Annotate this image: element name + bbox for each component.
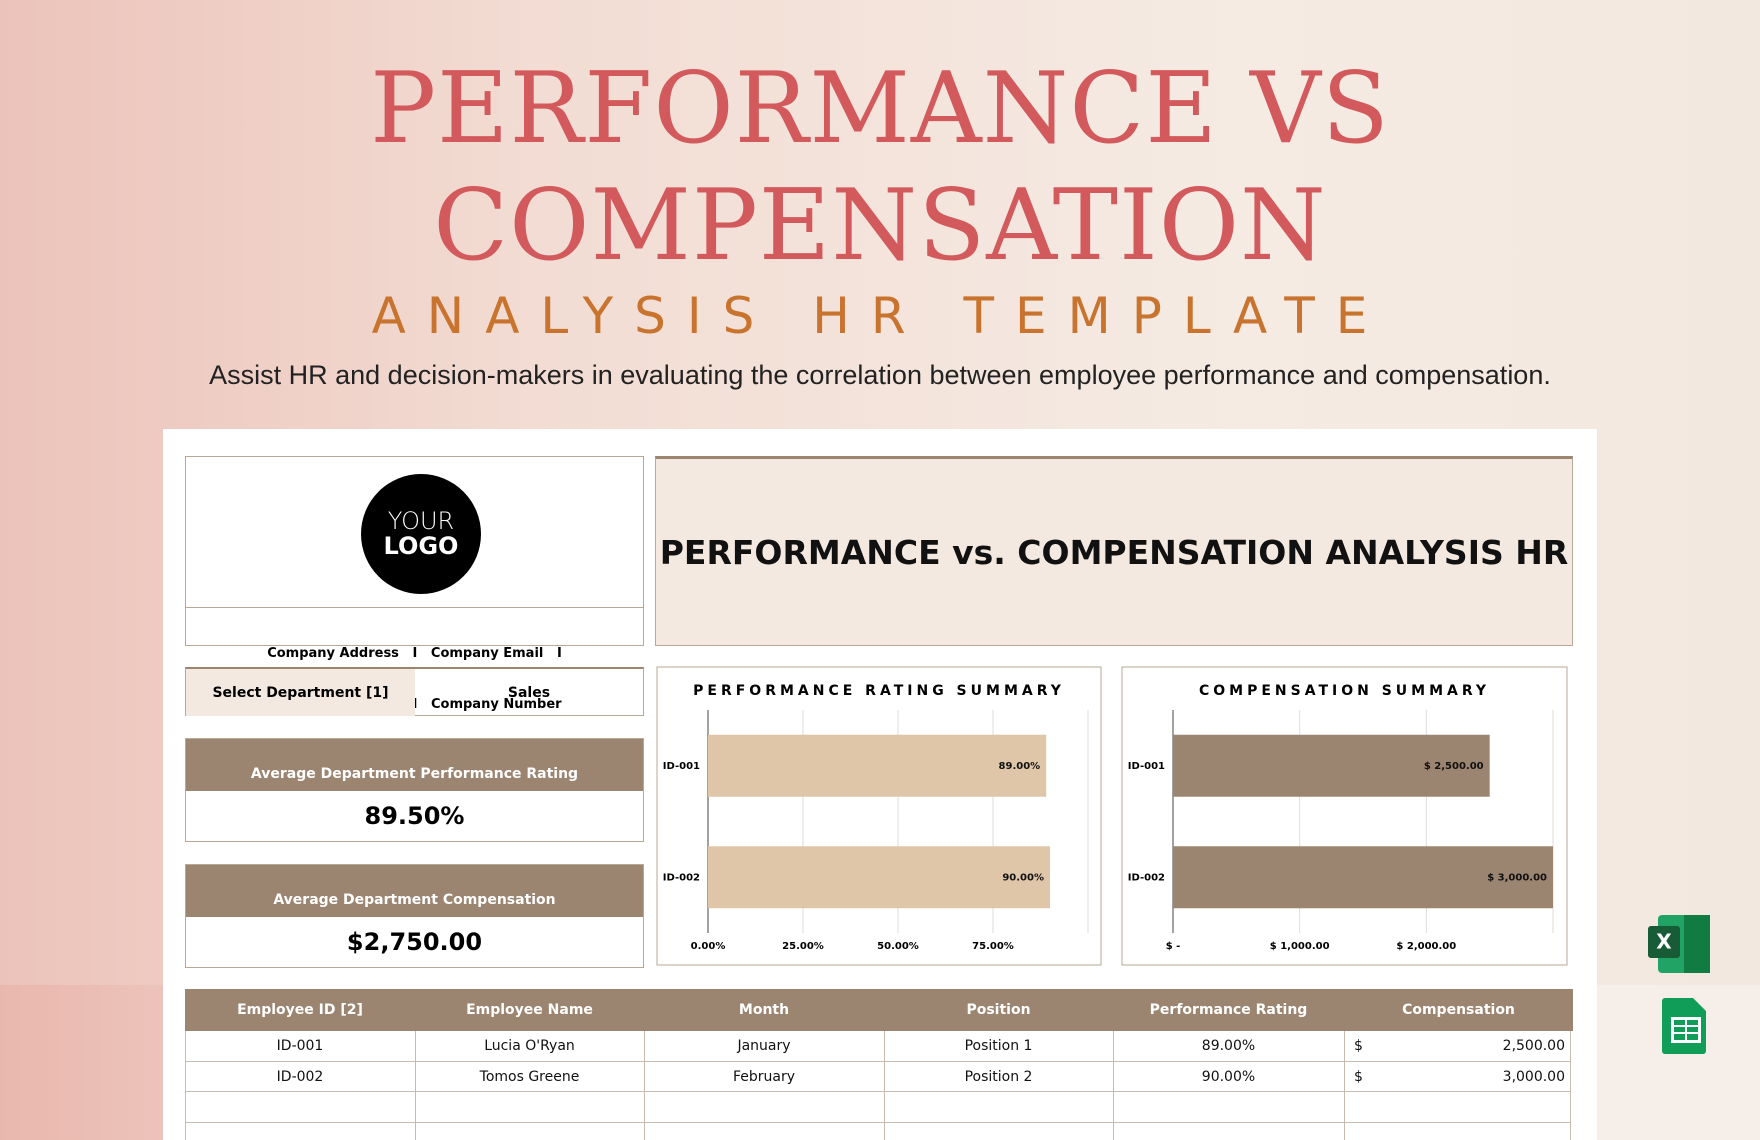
x-tick-label: 0.00% (691, 941, 726, 952)
cell-divider (644, 1061, 645, 1092)
table-cell: January (737, 1038, 791, 1054)
column-header: Month (738, 1002, 790, 1018)
bar (1173, 734, 1490, 797)
cell-divider (884, 1061, 885, 1092)
cell-divider (415, 1122, 416, 1140)
subtitle: ANALYSIS HR TEMPLATE (371, 287, 1389, 345)
dashboard-title: PERFORMANCE vs. COMPENSATION ANALYSIS HR (655, 456, 1573, 646)
chart-title: COMPENSATION SUMMARY (1199, 683, 1490, 699)
column-header: Position (966, 1002, 1031, 1018)
table-cell: Tomos Greene (479, 1068, 580, 1085)
bar (1173, 846, 1553, 909)
column-header: Compensation (1402, 1002, 1515, 1018)
cell-divider (1344, 1122, 1345, 1140)
data-label: $ 3,000.00 (1487, 872, 1547, 883)
y-tick-label: ID-002 (1128, 872, 1165, 883)
x-tick-label: 25.00% (782, 941, 824, 952)
cell-divider (1344, 1031, 1345, 1062)
chart-title: PERFORMANCE RATING SUMMARY (693, 683, 1065, 699)
x-tick-label: 50.00% (877, 941, 919, 952)
chart-frame (1121, 666, 1568, 966)
bar (708, 846, 1050, 909)
kpi-value: 89.50% (364, 802, 465, 830)
y-tick-label: ID-001 (1128, 761, 1165, 772)
cell-divider (644, 1122, 645, 1140)
description: Assist HR and decision-makers in evaluat… (209, 360, 1551, 390)
data-label: 89.00% (999, 761, 1041, 772)
kpi-card: Average Department Compensation $2,750.0… (185, 864, 644, 968)
cell-divider (415, 1031, 416, 1062)
table-cell: 2,500.00 (1502, 1038, 1565, 1054)
data-label: $ 2,500.00 (1424, 761, 1484, 772)
cell-divider (415, 1092, 416, 1123)
cell-divider (1344, 1061, 1345, 1092)
cell-divider (884, 1092, 885, 1123)
cell-divider (1344, 1092, 1345, 1123)
title-line: COMPENSATION (433, 169, 1327, 283)
department-filter: Select Department [1] Sales (185, 667, 644, 716)
table-cell: ID-001 (276, 1038, 324, 1054)
data-table: Employee ID [2] Employee Name Month Positio… (185, 989, 1573, 1140)
table-cell: ID-002 (276, 1068, 324, 1085)
chart-frame (656, 666, 1102, 966)
excel-badge (1648, 926, 1680, 958)
kpi-card: Average Department Performance Rating 89… (185, 738, 644, 842)
cell-divider (884, 1122, 885, 1140)
y-tick-label: ID-002 (663, 872, 700, 883)
table-cell: Position 2 (964, 1068, 1033, 1085)
excel-letter: X (1656, 930, 1672, 954)
cell-divider (1113, 1061, 1114, 1092)
logo: YOUR LOGO (361, 474, 481, 594)
cell-divider (644, 1031, 645, 1062)
app-icons: X (1648, 915, 1710, 1054)
title-line: PERFORMANCE VS (370, 52, 1390, 166)
y-tick-label: ID-001 (663, 761, 700, 772)
cell-divider (884, 1031, 885, 1062)
logo-text: LOGO (383, 532, 459, 560)
cell-divider (415, 1061, 416, 1092)
cell-divider (644, 1092, 645, 1123)
bar (708, 734, 1047, 797)
table-cell: 3,000.00 (1502, 1068, 1565, 1085)
kpi-label: Average Department Performance Rating (186, 739, 643, 791)
data-label: 90.00% (1002, 872, 1044, 883)
cell-divider (1113, 1031, 1114, 1062)
table-row (185, 1031, 1571, 1062)
table-cell: 90.00% (1201, 1068, 1256, 1085)
x-tick-label: $ 2,000.00 (1396, 941, 1456, 952)
table-cell: $ (1354, 1038, 1363, 1054)
x-tick-label: $ 1,000.00 (1270, 941, 1330, 952)
table-cell: Position 1 (964, 1038, 1033, 1054)
x-tick-label: $ - (1166, 941, 1181, 952)
table-header (185, 989, 1573, 1031)
table-cell: Lucia O'Ryan (484, 1038, 575, 1054)
table-cell: 89.00% (1201, 1038, 1256, 1054)
filter-label: Select Department [1] (186, 669, 415, 716)
table-row (185, 1061, 1571, 1092)
column-header: Employee Name (466, 1002, 593, 1018)
kpi-value: $2,750.00 (346, 928, 483, 956)
filter-value[interactable]: Sales (507, 684, 551, 701)
logo-text: YOUR (387, 506, 455, 535)
table-row (185, 1122, 1571, 1140)
x-tick-label: 75.00% (972, 941, 1014, 952)
column-header: Performance Rating (1149, 1002, 1308, 1018)
table-cell: February (732, 1068, 796, 1085)
table-row (185, 1092, 1571, 1123)
cell-divider (1113, 1092, 1114, 1123)
table-cell: $ (1354, 1068, 1363, 1085)
company-info-line: Company Address I Company Email I (267, 646, 562, 661)
column-header: Employee ID [2] (237, 1002, 363, 1018)
cell-divider (1113, 1122, 1114, 1140)
kpi-label: Average Department Compensation (186, 865, 643, 917)
